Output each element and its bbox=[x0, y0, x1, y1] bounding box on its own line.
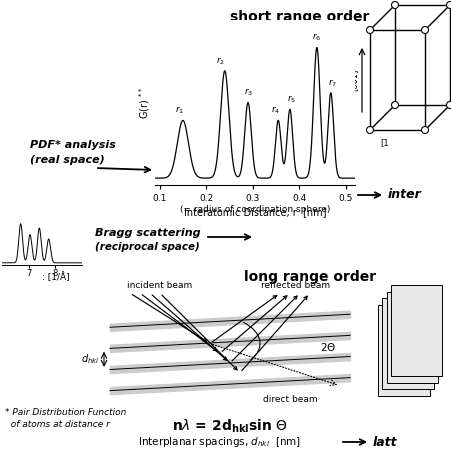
Circle shape bbox=[391, 1, 399, 9]
Text: $r_2$: $r_2$ bbox=[216, 55, 226, 67]
Text: inter: inter bbox=[388, 189, 422, 202]
Circle shape bbox=[422, 126, 428, 133]
Text: * Pair Distribution Function: * Pair Distribution Function bbox=[5, 408, 126, 417]
Text: $2\Theta$: $2\Theta$ bbox=[320, 341, 336, 353]
Text: [1: [1 bbox=[380, 138, 389, 147]
Text: incident beam: incident beam bbox=[127, 281, 193, 290]
Text: PDF* analysis: PDF* analysis bbox=[30, 140, 116, 150]
Text: [001]: [001] bbox=[350, 69, 359, 91]
Text: (= radius of coordination sphere): (= radius of coordination sphere) bbox=[180, 205, 330, 214]
Circle shape bbox=[446, 1, 451, 9]
Text: Interplanar spacings, $d_{hkl}$  [nm]: Interplanar spacings, $d_{hkl}$ [nm] bbox=[138, 435, 302, 449]
Text: (real space): (real space) bbox=[30, 155, 105, 165]
Circle shape bbox=[391, 101, 399, 109]
Text: $r_7$: $r_7$ bbox=[328, 77, 337, 89]
Text: direct beam: direct beam bbox=[262, 396, 318, 405]
Text: short range order: short range order bbox=[230, 10, 370, 24]
Text: (reciprocal space): (reciprocal space) bbox=[95, 242, 200, 252]
Text: n$\lambda$ = 2$\mathbf{d_{hkl}}$sin $\Theta$: n$\lambda$ = 2$\mathbf{d_{hkl}}$sin $\Th… bbox=[172, 418, 288, 435]
Text: Bragg scattering: Bragg scattering bbox=[95, 228, 201, 238]
Text: of atoms at distance r: of atoms at distance r bbox=[5, 420, 110, 429]
Polygon shape bbox=[378, 304, 429, 396]
Text: long range order: long range order bbox=[244, 270, 376, 284]
Text: latt: latt bbox=[373, 436, 398, 448]
Circle shape bbox=[422, 27, 428, 33]
Circle shape bbox=[367, 126, 373, 133]
Text: $d_{hkl}$: $d_{hkl}$ bbox=[81, 352, 99, 366]
Circle shape bbox=[446, 101, 451, 109]
Text: $r_3$: $r_3$ bbox=[244, 87, 253, 98]
Text: $r_1$: $r_1$ bbox=[175, 105, 184, 116]
Text: $r_4$: $r_4$ bbox=[271, 105, 281, 116]
Text: $r_5$: $r_5$ bbox=[287, 94, 296, 105]
X-axis label: Interatomic Distance, r  [nm]: Interatomic Distance, r [nm] bbox=[184, 207, 326, 217]
Circle shape bbox=[367, 27, 373, 33]
Text: : [1/Å]: : [1/Å] bbox=[42, 272, 69, 282]
Polygon shape bbox=[391, 285, 442, 376]
Polygon shape bbox=[382, 298, 434, 389]
Y-axis label: G(r) $^{**}$: G(r) $^{**}$ bbox=[138, 86, 152, 119]
Text: $r_6$: $r_6$ bbox=[312, 32, 322, 43]
Polygon shape bbox=[387, 291, 438, 382]
Text: reflected beam: reflected beam bbox=[262, 281, 331, 290]
